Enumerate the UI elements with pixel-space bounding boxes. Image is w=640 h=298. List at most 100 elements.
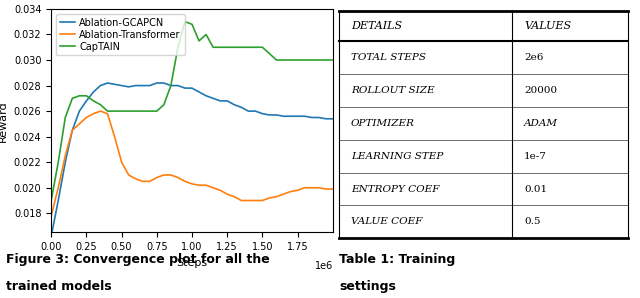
Text: trained models: trained models: [6, 280, 112, 293]
Ablation-GCAPCN: [139, 84, 147, 87]
CapTAIN: [174, 46, 182, 49]
Ablation-GCAPCN: [97, 84, 104, 87]
Ablation-GCAPCN: [83, 99, 90, 103]
CapTAIN: [90, 99, 97, 103]
Text: OPTIMIZER: OPTIMIZER: [351, 119, 415, 128]
Text: 1e6: 1e6: [314, 262, 333, 271]
CapTAIN: [301, 58, 308, 62]
CapTAIN: [294, 58, 301, 62]
Text: settings: settings: [339, 280, 396, 293]
Ablation-Transformer: [301, 186, 308, 190]
CapTAIN: [104, 109, 111, 113]
Ablation-Transformer: [329, 187, 337, 191]
Ablation-Transformer: [132, 177, 140, 181]
Text: ENTROPY COEF: ENTROPY COEF: [351, 184, 439, 193]
CapTAIN: [118, 109, 125, 113]
Ablation-Transformer: [104, 112, 111, 115]
Text: 1e-7: 1e-7: [524, 152, 547, 161]
Text: VALUES: VALUES: [524, 21, 572, 31]
CapTAIN: [188, 22, 196, 26]
Ablation-GCAPCN: [244, 109, 252, 113]
Ablation-Transformer: [294, 189, 301, 192]
Text: ADAM: ADAM: [524, 119, 558, 128]
Ablation-GCAPCN: [280, 114, 287, 118]
Ablation-GCAPCN: [153, 81, 161, 85]
Text: VALUE COEF: VALUE COEF: [351, 218, 422, 226]
Ablation-Transformer: [209, 186, 217, 190]
X-axis label: Steps: Steps: [177, 258, 207, 268]
CapTAIN: [61, 116, 69, 119]
CapTAIN: [209, 46, 217, 49]
Ablation-GCAPCN: [160, 81, 168, 85]
Text: 0.5: 0.5: [524, 218, 541, 226]
Ablation-GCAPCN: [195, 90, 203, 94]
CapTAIN: [329, 58, 337, 62]
Text: ROLLOUT SIZE: ROLLOUT SIZE: [351, 86, 435, 95]
Ablation-Transformer: [244, 199, 252, 202]
Ablation-GCAPCN: [209, 97, 217, 100]
Ablation-Transformer: [181, 180, 189, 183]
Ablation-Transformer: [83, 116, 90, 119]
Ablation-GCAPCN: [230, 103, 238, 106]
CapTAIN: [315, 58, 323, 62]
CapTAIN: [244, 46, 252, 49]
Ablation-Transformer: [230, 195, 238, 198]
Text: 20000: 20000: [524, 86, 557, 95]
Ablation-GCAPCN: [132, 84, 140, 87]
CapTAIN: [252, 46, 259, 49]
Line: Ablation-Transformer: Ablation-Transformer: [51, 111, 333, 216]
Ablation-GCAPCN: [76, 109, 83, 113]
Ablation-GCAPCN: [90, 90, 97, 94]
Legend: Ablation-GCAPCN, Ablation-Transformer, CapTAIN: Ablation-GCAPCN, Ablation-Transformer, C…: [56, 14, 185, 55]
Ablation-GCAPCN: [216, 99, 224, 103]
Ablation-Transformer: [266, 196, 273, 200]
Ablation-GCAPCN: [118, 84, 125, 87]
CapTAIN: [54, 160, 62, 164]
CapTAIN: [68, 97, 76, 100]
Ablation-Transformer: [76, 122, 83, 126]
Ablation-GCAPCN: [47, 235, 55, 238]
Text: 2e6: 2e6: [524, 53, 543, 62]
Ablation-GCAPCN: [301, 114, 308, 118]
CapTAIN: [125, 109, 132, 113]
Ablation-GCAPCN: [308, 116, 316, 119]
Ablation-Transformer: [97, 109, 104, 113]
Ablation-GCAPCN: [125, 85, 132, 89]
Ablation-Transformer: [146, 180, 154, 183]
Ablation-GCAPCN: [329, 117, 337, 121]
Text: 0.01: 0.01: [524, 184, 547, 193]
Ablation-Transformer: [160, 173, 168, 177]
Ablation-Transformer: [68, 128, 76, 132]
Ablation-GCAPCN: [252, 109, 259, 113]
Ablation-Transformer: [273, 195, 280, 198]
CapTAIN: [280, 58, 287, 62]
Ablation-GCAPCN: [174, 84, 182, 87]
Ablation-Transformer: [125, 173, 132, 177]
CapTAIN: [223, 46, 231, 49]
Ablation-Transformer: [315, 186, 323, 190]
Ablation-GCAPCN: [259, 112, 266, 115]
Y-axis label: Reward: Reward: [0, 100, 8, 142]
Ablation-GCAPCN: [146, 84, 154, 87]
Ablation-Transformer: [188, 182, 196, 186]
Ablation-Transformer: [61, 154, 69, 158]
Ablation-GCAPCN: [188, 86, 196, 90]
CapTAIN: [273, 58, 280, 62]
Ablation-Transformer: [280, 192, 287, 196]
CapTAIN: [202, 33, 210, 36]
Ablation-GCAPCN: [223, 99, 231, 103]
CapTAIN: [111, 109, 118, 113]
Ablation-GCAPCN: [287, 114, 294, 118]
Text: Table 1: Training: Table 1: Training: [339, 253, 456, 266]
Ablation-GCAPCN: [167, 84, 175, 87]
Ablation-GCAPCN: [54, 199, 62, 202]
Text: LEARNING STEP: LEARNING STEP: [351, 152, 444, 161]
Ablation-GCAPCN: [111, 83, 118, 86]
CapTAIN: [259, 46, 266, 49]
Text: Figure 3: Convergence plot for all the: Figure 3: Convergence plot for all the: [6, 253, 270, 266]
Ablation-GCAPCN: [181, 86, 189, 90]
Ablation-Transformer: [259, 199, 266, 202]
Ablation-GCAPCN: [202, 94, 210, 97]
Text: TOTAL STEPS: TOTAL STEPS: [351, 53, 426, 62]
Ablation-GCAPCN: [104, 81, 111, 85]
